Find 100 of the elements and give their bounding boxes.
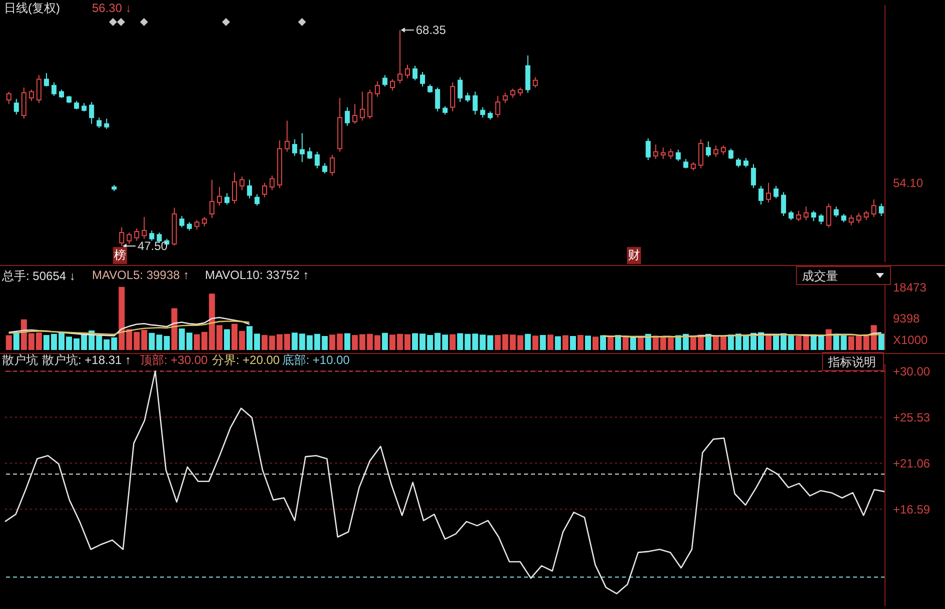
annotation: 顶部: +30.00 <box>140 353 208 367</box>
bar <box>645 334 652 350</box>
candlestick <box>352 104 358 124</box>
candlestick <box>374 80 380 98</box>
candlestick <box>344 106 350 126</box>
candlestick <box>6 91 12 105</box>
candlestick <box>743 157 748 168</box>
candlestick <box>871 198 876 218</box>
candlestick <box>826 203 832 228</box>
candlestick <box>668 148 674 160</box>
bar <box>878 334 884 350</box>
candlestick <box>811 210 816 222</box>
y-tick-label: +16.59 <box>893 502 930 517</box>
text: 总手: 50654 ↓ <box>2 269 76 283</box>
candlestick <box>367 89 372 120</box>
candlestick <box>202 216 207 227</box>
bar <box>540 334 546 350</box>
candlestick <box>502 92 508 104</box>
bar <box>592 336 599 350</box>
candlestick <box>420 72 426 88</box>
candlestick <box>758 185 764 206</box>
candlestick <box>766 182 772 204</box>
bar <box>532 336 538 350</box>
y-tick-label: 9398 <box>893 311 920 326</box>
candlestick <box>736 157 741 168</box>
annotation: 散户坑: +18.31 ↑ <box>42 353 132 367</box>
candlestick <box>262 182 268 198</box>
bar <box>608 336 614 350</box>
candlestick <box>728 148 734 160</box>
candlestick <box>360 91 365 122</box>
annotation: 散户坑 <box>2 353 38 367</box>
candlestick <box>435 87 440 112</box>
y-tick-label: +21.06 <box>893 456 930 471</box>
candlestick <box>224 192 230 206</box>
candlestick <box>247 179 252 199</box>
candlestick <box>720 145 726 156</box>
candlestick <box>698 138 704 169</box>
candlestick <box>134 228 140 242</box>
candlestick <box>480 106 486 118</box>
text: MAVOL10: 33752 ↑ <box>205 268 309 282</box>
bar <box>224 329 230 350</box>
candlestick <box>458 76 463 103</box>
candlestick <box>216 186 222 206</box>
candlestick <box>646 138 651 161</box>
bar <box>562 335 568 350</box>
annotation: 指标说明 <box>828 354 876 371</box>
candlestick <box>322 162 328 174</box>
candlestick <box>314 151 320 169</box>
candlestick <box>750 164 756 189</box>
y-tick-label: +25.53 <box>893 410 930 424</box>
candlestick <box>104 118 110 130</box>
bar <box>554 336 561 350</box>
candlestick <box>412 65 418 81</box>
candlestick <box>142 216 147 240</box>
candlestick <box>532 76 538 88</box>
candlestick <box>510 88 516 98</box>
bar <box>766 335 772 350</box>
candlestick <box>232 172 237 204</box>
candlestick <box>149 230 154 242</box>
candlestick <box>300 132 305 163</box>
candlestick <box>390 78 395 92</box>
candlestick <box>240 176 245 191</box>
candlestick <box>209 179 214 219</box>
candlestick <box>774 185 779 199</box>
candlestick <box>382 74 388 88</box>
candlestick <box>864 210 869 221</box>
bar <box>585 336 591 350</box>
candlestick <box>254 194 260 206</box>
candlestick <box>472 91 478 115</box>
dropdown-field: 成交量 <box>796 266 891 285</box>
annotation: 68.35 <box>416 23 446 38</box>
bar <box>382 332 388 350</box>
bar <box>547 334 554 350</box>
bar <box>171 308 178 350</box>
bar <box>615 334 622 350</box>
candlestick <box>804 206 809 221</box>
candlestick <box>660 147 666 160</box>
text: 54.10 <box>893 176 924 190</box>
candlestick <box>706 140 711 158</box>
bar <box>13 332 20 350</box>
candlestick <box>450 82 456 112</box>
annotation: 47.50 <box>138 239 168 254</box>
bar <box>344 333 350 350</box>
candlestick <box>465 92 470 103</box>
line-series <box>4 370 886 594</box>
annotation: 底部: +10.00 <box>282 353 350 367</box>
bar <box>524 334 531 350</box>
candlestick <box>51 82 56 96</box>
candlestick <box>834 206 839 218</box>
candlestick <box>179 215 184 228</box>
candlestick <box>856 212 862 224</box>
candlestick <box>878 203 884 216</box>
bar <box>638 338 644 350</box>
candlestick <box>683 158 688 169</box>
bar <box>848 336 854 350</box>
candlestick <box>270 175 275 191</box>
bar <box>826 329 832 350</box>
candlestick <box>713 145 718 158</box>
bar <box>600 335 606 350</box>
annotation: 分界: +20.00 <box>212 353 280 367</box>
